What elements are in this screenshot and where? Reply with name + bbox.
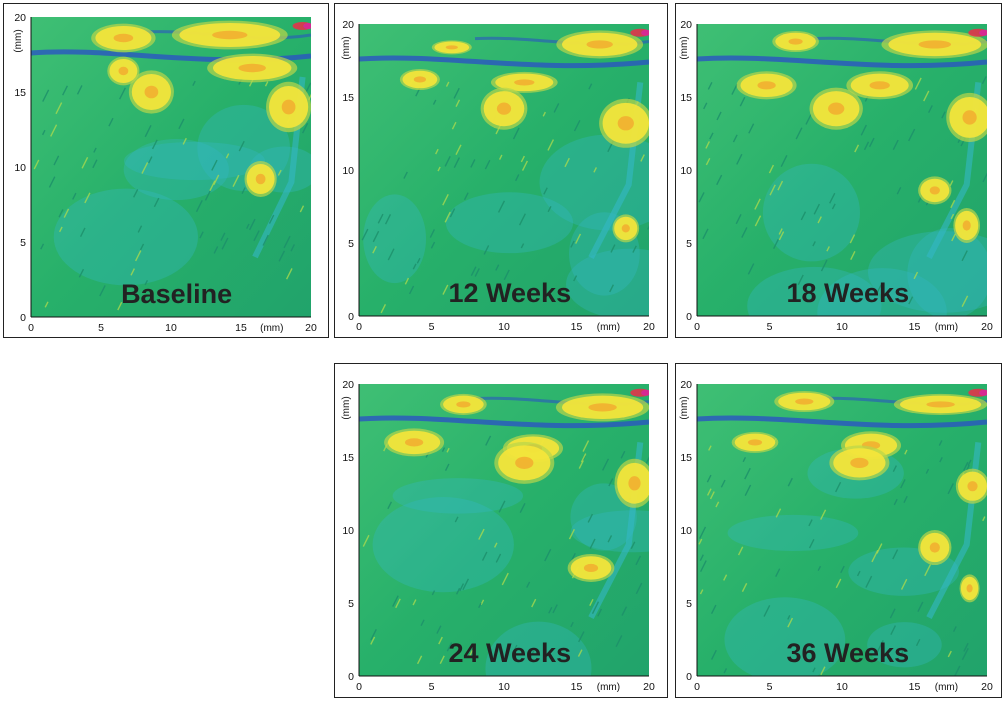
x-tick-label: 20 — [643, 681, 655, 693]
axes: 00 5 5 10 10 15 15 20 20 (mm) (mm) — [13, 12, 317, 334]
y-tick-label: 20 — [342, 379, 354, 391]
x-axis-unit: (mm) — [260, 323, 283, 334]
plot-area — [359, 384, 649, 676]
x-tick-label: 0 — [694, 681, 700, 693]
y-tick-label: 20 — [680, 19, 692, 31]
x-tick-label: 20 — [981, 681, 993, 693]
y-tick-label: 5 — [20, 237, 26, 249]
axes: 00 5 5 10 10 15 15 20 20 (mm) (mm) — [341, 379, 655, 693]
axes: 00 5 5 10 10 15 15 20 20 (mm) (mm) — [679, 379, 993, 693]
panel-12-weeks: 0 0 5 5 10 10 15 15 20 20 (mm) (mm) 12 Weeks — [334, 3, 668, 338]
y-tick-label: 15 — [342, 452, 354, 464]
y-tick-label: 10 — [14, 162, 26, 174]
plot-area — [697, 384, 987, 676]
y-axis-unit: (mm) — [341, 396, 352, 419]
x-tick-label: 20 — [305, 322, 317, 334]
y-axis-unit: (mm) — [679, 36, 690, 59]
plot-area — [31, 17, 311, 317]
topography-map-24-weeks: 00 5 5 10 10 15 15 20 20 (mm) (mm) 24 Weeks — [341, 379, 655, 693]
y-tick-label: 15 — [680, 452, 692, 464]
panel-label: 12 Weeks — [448, 278, 571, 308]
x-tick-label: 15 — [909, 681, 921, 693]
x-tick-label: 5 — [429, 321, 435, 333]
x-tick-label: 0 — [694, 321, 700, 333]
x-axis-unit: (mm) — [597, 682, 620, 693]
y-tick-label: 5 — [348, 238, 354, 250]
y-tick-label: 15 — [14, 87, 26, 99]
y-tick-label: 15 — [680, 92, 692, 104]
y-tick-label: 10 — [342, 525, 354, 537]
x-tick-label: 15 — [571, 681, 583, 693]
y-tick-label: 20 — [342, 19, 354, 31]
y-tick-label: 10 — [680, 525, 692, 537]
y-axis-unit: (mm) — [13, 29, 24, 52]
panel-label: 18 Weeks — [786, 278, 909, 308]
panel-label: Baseline — [121, 279, 232, 309]
y-tick-label: 0 — [20, 312, 26, 324]
panel-baseline: 0 0 5 5 10 10 15 15 20 20 (mm) (mm) Baseline — [3, 3, 329, 338]
x-tick-label: 5 — [767, 681, 773, 693]
x-tick-label: 15 — [571, 321, 583, 333]
x-tick-label: 20 — [981, 321, 993, 333]
x-axis-unit: (mm) — [935, 682, 958, 693]
axes: 00 5 5 10 10 15 15 20 20 (mm) (mm) — [341, 19, 655, 333]
panel-label: 24 Weeks — [448, 638, 571, 668]
x-axis-unit: (mm) — [935, 322, 958, 333]
x-tick-label: 0 — [356, 321, 362, 333]
y-axis-unit: (mm) — [341, 36, 352, 59]
panel-36-weeks: 0 0 5 5 10 10 15 15 20 20 (mm) (mm) 36 Weeks — [675, 363, 1002, 698]
x-tick-label: 10 — [836, 681, 848, 693]
x-tick-label: 15 — [235, 322, 247, 334]
y-tick-label: 0 — [348, 311, 354, 323]
x-tick-label: 0 — [356, 681, 362, 693]
topography-map-baseline: 00 5 5 10 10 15 15 20 20 (mm) (mm) Baseline — [13, 12, 317, 334]
y-tick-label: 5 — [686, 238, 692, 250]
axes: 00 5 5 10 10 15 15 20 20 (mm) (mm) — [679, 19, 993, 333]
y-axis-unit: (mm) — [679, 396, 690, 419]
x-tick-label: 0 — [28, 322, 34, 334]
y-tick-label: 15 — [342, 92, 354, 104]
topography-map-18-weeks: 00 5 5 10 10 15 15 20 20 (mm) (mm) 18 Weeks — [679, 19, 993, 333]
y-tick-label: 0 — [686, 311, 692, 323]
y-tick-label: 10 — [680, 165, 692, 177]
x-tick-label: 15 — [909, 321, 921, 333]
y-tick-label: 20 — [14, 12, 26, 24]
plot-area — [359, 24, 649, 316]
y-tick-label: 10 — [342, 165, 354, 177]
x-tick-label: 5 — [98, 322, 104, 334]
plot-area — [697, 24, 987, 316]
panel-label: 36 Weeks — [786, 638, 909, 668]
x-tick-label: 5 — [429, 681, 435, 693]
x-tick-label: 10 — [498, 681, 510, 693]
y-tick-label: 0 — [348, 671, 354, 683]
x-axis-unit: (mm) — [597, 322, 620, 333]
x-tick-label: 10 — [165, 322, 177, 334]
y-tick-label: 5 — [348, 598, 354, 610]
x-tick-label: 5 — [767, 321, 773, 333]
x-tick-label: 10 — [836, 321, 848, 333]
x-tick-label: 10 — [498, 321, 510, 333]
y-tick-label: 20 — [680, 379, 692, 391]
x-tick-label: 20 — [643, 321, 655, 333]
y-tick-label: 5 — [686, 598, 692, 610]
topography-map-12-weeks: 00 5 5 10 10 15 15 20 20 (mm) (mm) 12 Weeks — [341, 19, 655, 333]
panel-24-weeks: 0 0 5 5 10 10 15 15 20 20 (mm) (mm) 24 Weeks — [334, 363, 668, 698]
topography-map-36-weeks: 00 5 5 10 10 15 15 20 20 (mm) (mm) 36 Weeks — [679, 379, 993, 693]
y-tick-label: 0 — [686, 671, 692, 683]
panel-18-weeks: 0 0 5 5 10 10 15 15 20 20 (mm) (mm) 18 Weeks — [675, 3, 1002, 338]
